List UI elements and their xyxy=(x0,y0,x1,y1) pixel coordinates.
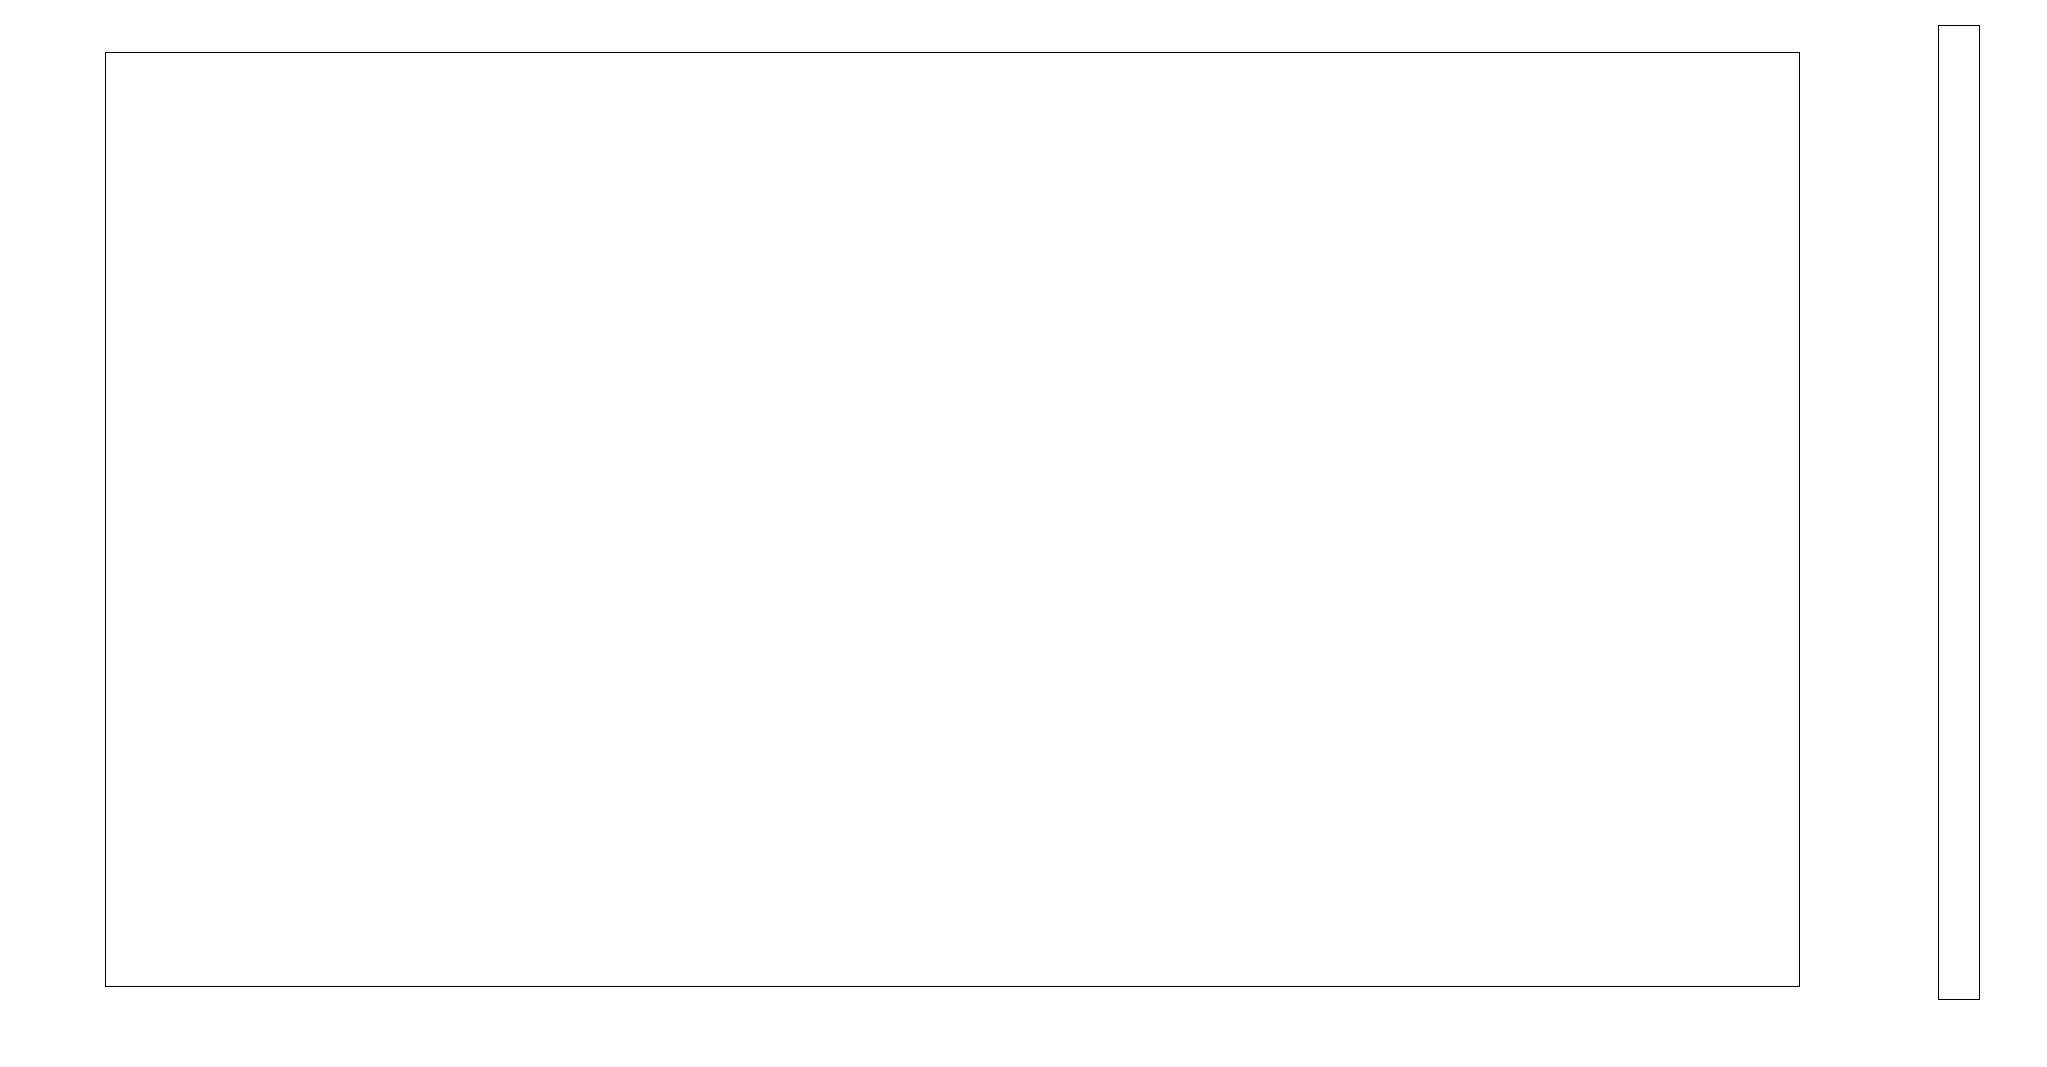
colorbar-canvas xyxy=(1938,25,1980,1000)
spectrogram-canvas xyxy=(105,52,1800,987)
